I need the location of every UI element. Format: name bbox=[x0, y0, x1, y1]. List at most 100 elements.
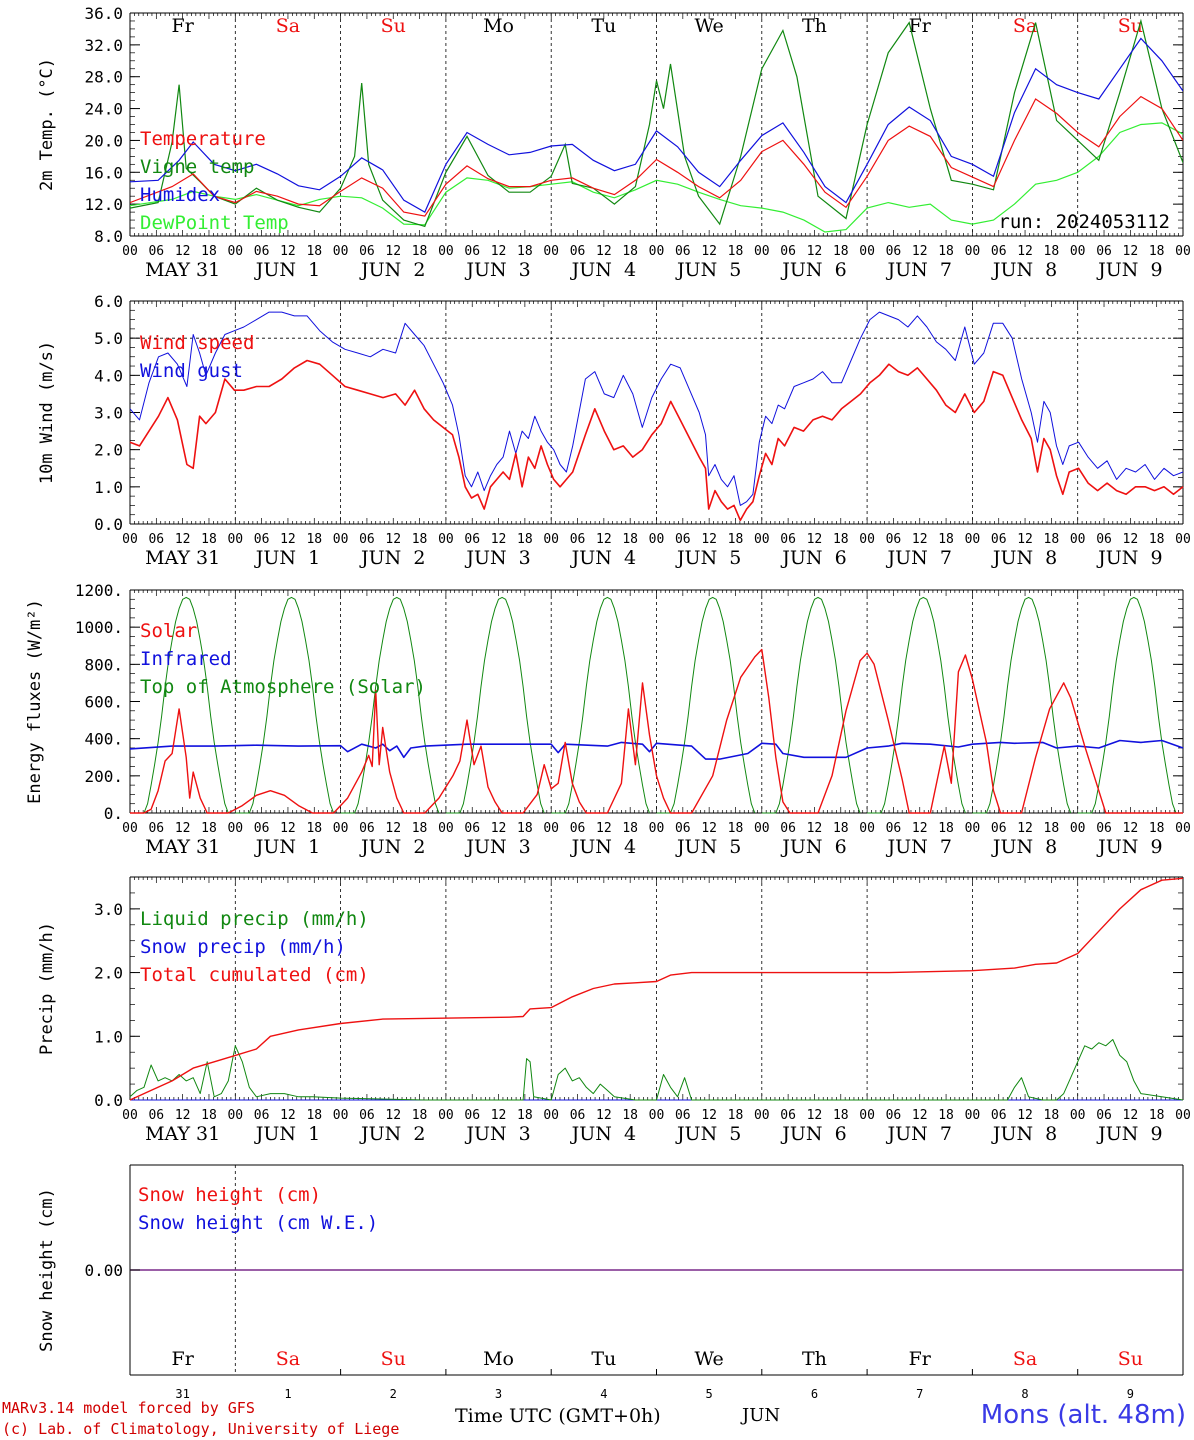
hour-label: 18 bbox=[306, 244, 322, 259]
day-date-label: JUN 6 bbox=[780, 1123, 846, 1145]
hour-label: 18 bbox=[412, 821, 428, 836]
hour-label: 00 bbox=[438, 1108, 454, 1123]
series-dewpoint-temp bbox=[130, 122, 1183, 233]
day-date-label: JUN 8 bbox=[991, 259, 1057, 281]
legend-entry: Temperature bbox=[140, 128, 266, 150]
y-tick-label: 600. bbox=[84, 693, 123, 712]
day-date-label: JUN 2 bbox=[359, 259, 425, 281]
series-wind-speed bbox=[129, 359, 1184, 522]
hour-label: 06 bbox=[675, 532, 691, 547]
hour-label: 18 bbox=[412, 1108, 428, 1123]
legend-entry: DewPoint Temp bbox=[140, 212, 289, 234]
y-tick-label: 4.0 bbox=[94, 366, 123, 385]
legend-entry: Total cumulated (cm) bbox=[140, 964, 369, 986]
hour-label: 12 bbox=[1123, 821, 1139, 836]
hour-label: 18 bbox=[517, 821, 533, 836]
day-name-top: Sa bbox=[276, 15, 300, 37]
day-date-label: JUN 7 bbox=[886, 259, 952, 281]
hour-label: 00 bbox=[333, 821, 349, 836]
hour-label: 00 bbox=[754, 532, 770, 547]
day-date-label: JUN 9 bbox=[1096, 259, 1162, 281]
model-credit: MARv3.14 model forced by GFS (c) Lab. of… bbox=[2, 1398, 399, 1440]
y-tick-label: 0. bbox=[104, 804, 123, 823]
day-name-bottom: Th bbox=[802, 1348, 827, 1370]
day-number: 4 bbox=[600, 1387, 607, 1401]
day-date-label: JUN 8 bbox=[991, 1123, 1057, 1145]
series-toa-solar-day bbox=[130, 596, 229, 814]
hour-label: 12 bbox=[385, 1108, 401, 1123]
day-date-label: JUN 9 bbox=[1096, 836, 1162, 858]
series-solar bbox=[130, 648, 1183, 814]
y-tick-label: 32.0 bbox=[84, 36, 123, 55]
day-name-bottom: We bbox=[695, 1348, 724, 1370]
hour-label: 06 bbox=[1096, 244, 1112, 259]
hour-label: 06 bbox=[886, 532, 902, 547]
day-date-label: JUN 6 bbox=[780, 259, 846, 281]
legend-entry: Humidex bbox=[140, 184, 220, 206]
hour-label: 06 bbox=[148, 821, 164, 836]
day-date-label: MAY 31 bbox=[145, 547, 220, 569]
day-name-bottom: Tu bbox=[591, 1348, 616, 1370]
hour-label: 12 bbox=[701, 244, 717, 259]
hour-label: 00 bbox=[1175, 1108, 1191, 1123]
hour-label: 00 bbox=[1070, 1108, 1086, 1123]
hour-label: 12 bbox=[1123, 1108, 1139, 1123]
series-toa-solar-day bbox=[340, 596, 440, 814]
legend-entry: Infrared bbox=[140, 648, 232, 670]
hour-label: 00 bbox=[122, 532, 138, 547]
day-name-top: Tu bbox=[591, 15, 616, 37]
day-date-label: JUN 1 bbox=[254, 259, 320, 281]
hour-label: 12 bbox=[807, 244, 823, 259]
hour-label: 06 bbox=[254, 532, 270, 547]
hour-label: 12 bbox=[596, 532, 612, 547]
hour-label: 18 bbox=[412, 244, 428, 259]
y-tick-label: 16.0 bbox=[84, 163, 123, 182]
model-line-2: (c) Lab. of Climatology, University of L… bbox=[2, 1420, 400, 1438]
hour-label: 06 bbox=[464, 244, 480, 259]
hour-label: 06 bbox=[254, 1108, 270, 1123]
y-tick-label: 28.0 bbox=[84, 68, 123, 87]
y-axis-label: Snow height (cm) bbox=[37, 1188, 57, 1352]
day-name-top: Th bbox=[802, 15, 827, 37]
hour-label: 18 bbox=[833, 244, 849, 259]
day-number: 3 bbox=[495, 1387, 502, 1401]
hour-label: 12 bbox=[912, 532, 928, 547]
hour-label: 12 bbox=[1123, 244, 1139, 259]
hour-label: 12 bbox=[596, 1108, 612, 1123]
legend-entry: Vigne temp bbox=[140, 156, 254, 178]
y-tick-label: 20.0 bbox=[84, 131, 123, 150]
hour-label: 00 bbox=[438, 244, 454, 259]
hour-label: 18 bbox=[1149, 1108, 1165, 1123]
hour-label: 06 bbox=[780, 532, 796, 547]
day-name-top: Mo bbox=[483, 15, 514, 37]
hour-label: 06 bbox=[464, 1108, 480, 1123]
day-name-top: Fr bbox=[909, 15, 932, 37]
day-date-label: JUN 7 bbox=[886, 1123, 952, 1145]
hour-label: 18 bbox=[938, 244, 954, 259]
hour-label: 18 bbox=[622, 821, 638, 836]
hour-label: 00 bbox=[965, 532, 981, 547]
series-toa-solar-day bbox=[867, 596, 966, 814]
hour-label: 00 bbox=[649, 532, 665, 547]
hour-label: 18 bbox=[1044, 821, 1060, 836]
hour-label: 18 bbox=[201, 1108, 217, 1123]
hour-label: 12 bbox=[280, 532, 296, 547]
series-liquid-precip bbox=[129, 1039, 1184, 1101]
day-date-label: JUN 2 bbox=[359, 1123, 425, 1145]
day-number: 5 bbox=[706, 1387, 713, 1401]
hour-label: 06 bbox=[570, 1108, 586, 1123]
day-name-bottom: Fr bbox=[909, 1348, 932, 1370]
hour-label: 00 bbox=[754, 821, 770, 836]
hour-label: 18 bbox=[1149, 244, 1165, 259]
y-tick-label: 1.0 bbox=[94, 478, 123, 497]
hour-label: 06 bbox=[1096, 532, 1112, 547]
day-date-label: MAY 31 bbox=[145, 836, 220, 858]
day-date-label: JUN 3 bbox=[464, 1123, 530, 1145]
hour-label: 00 bbox=[965, 1108, 981, 1123]
day-date-label: JUN 5 bbox=[675, 1123, 741, 1145]
hour-label: 18 bbox=[1044, 244, 1060, 259]
hour-label: 12 bbox=[807, 1108, 823, 1123]
hour-label: 18 bbox=[728, 1108, 744, 1123]
